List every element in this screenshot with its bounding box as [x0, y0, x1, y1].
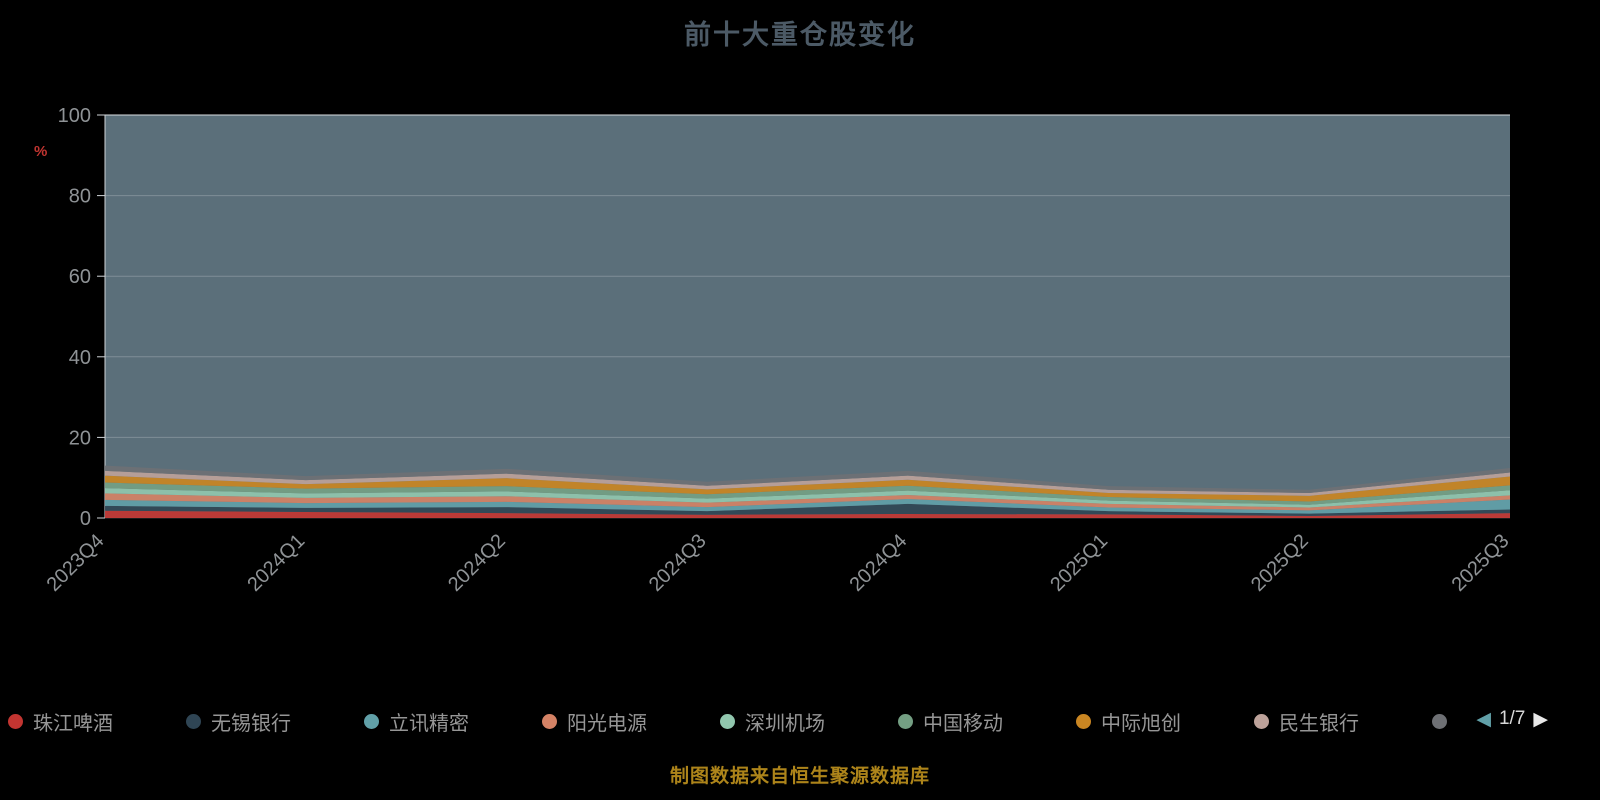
- legend: 珠江啤酒 无锡银行 立讯精密 阳光电源 深圳机场 中国移动 中际旭创 民生银行: [8, 702, 1463, 740]
- data-source-caption: 制图数据来自恒生聚源数据库: [669, 766, 930, 787]
- area-series-3[interactable]: [105, 499, 1510, 514]
- legend-label: 阳光电源: [567, 712, 647, 735]
- legend-item-2[interactable]: 无锡银行: [186, 707, 364, 736]
- legend-marker-icon: [720, 713, 735, 729]
- area-series-6[interactable]: [105, 482, 1510, 505]
- legend-label: 民生银行: [1279, 712, 1359, 735]
- legend-item-5[interactable]: 深圳机场: [720, 707, 898, 736]
- legend-page-indicator: 1/7: [1498, 708, 1526, 729]
- legend-marker-icon: [186, 713, 201, 729]
- legend-pager: ◀ 1/7 ▶: [1476, 708, 1548, 730]
- legend-item-1[interactable]: 珠江啤酒: [8, 707, 186, 736]
- legend-item-4[interactable]: 阳光电源: [542, 707, 720, 736]
- area-series-8[interactable]: [105, 470, 1510, 496]
- area-series-4[interactable]: [105, 493, 1510, 511]
- legend-label: 中际旭创: [1101, 712, 1181, 735]
- legend-marker-icon: [1254, 713, 1269, 729]
- legend-label: 立讯精密: [389, 712, 469, 735]
- legend-next-icon[interactable]: ▶: [1533, 708, 1548, 730]
- legend-item-8[interactable]: 民生银行: [1254, 707, 1432, 736]
- x-tick-label: 2025Q2: [1247, 530, 1313, 596]
- legend-item-6[interactable]: 中国移动: [898, 707, 1076, 736]
- plot-area: [105, 115, 1510, 518]
- legend-marker-icon: [8, 713, 23, 729]
- y-tick-label: 0: [80, 508, 91, 530]
- legend-prev-icon[interactable]: ◀: [1476, 708, 1491, 730]
- x-tick-label: 2024Q3: [645, 530, 711, 596]
- legend-item-3[interactable]: 立讯精密: [364, 707, 542, 736]
- y-tick-label: 100: [58, 105, 91, 127]
- area-series-7[interactable]: [105, 475, 1510, 502]
- chart-title: 前十大重仓股变化: [684, 20, 916, 50]
- legend-marker-icon: [364, 713, 379, 729]
- legend-label: 无锡银行: [211, 712, 291, 735]
- legend-marker-icon: [1076, 713, 1091, 729]
- legend-label: 珠江啤酒: [33, 712, 113, 735]
- legend-item-9[interactable]: [1432, 713, 1463, 729]
- y-tick-label: 80: [69, 186, 91, 208]
- x-tick-label: 2025Q1: [1046, 530, 1112, 596]
- legend-marker-icon: [1432, 713, 1447, 729]
- y-tick-label: 40: [69, 347, 91, 369]
- legend-marker-icon: [898, 713, 913, 729]
- y-axis-unit-label: %: [34, 143, 48, 160]
- x-tick-label: 2023Q4: [43, 530, 109, 596]
- area-series-2[interactable]: [105, 503, 1510, 516]
- legend-label: 深圳机场: [745, 712, 825, 735]
- legend-marker-icon: [542, 713, 557, 729]
- legend-item-7[interactable]: 中际旭创: [1076, 707, 1254, 736]
- area-series-9[interactable]: [105, 465, 1510, 494]
- x-tick-label: 2025Q3: [1448, 530, 1514, 596]
- y-tick-label: 20: [69, 427, 91, 449]
- x-tick-label: 2024Q4: [846, 530, 912, 596]
- legend-label: 中国移动: [923, 712, 1003, 735]
- y-tick-label: 60: [69, 266, 91, 288]
- area-series-5[interactable]: [105, 488, 1510, 508]
- x-tick-label: 2024Q2: [444, 530, 510, 596]
- x-tick-label: 2024Q1: [243, 530, 309, 596]
- stacked-area-chart: 0 20 40 60 80 100 2023Q4 2024Q1 2024Q2 2024Q3 2024…: [43, 105, 1514, 596]
